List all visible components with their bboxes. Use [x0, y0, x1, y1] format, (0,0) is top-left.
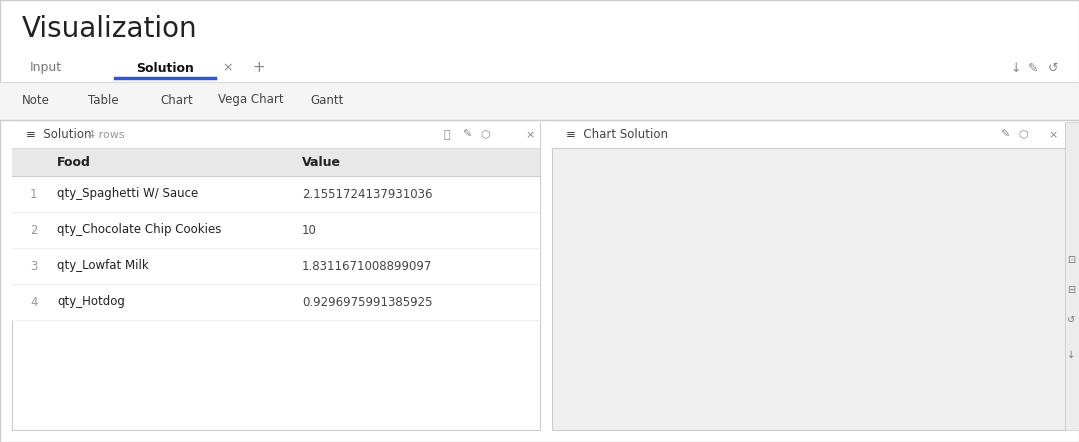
Text: ≡  Solution: ≡ Solution [26, 129, 92, 141]
Text: ×: × [222, 61, 232, 75]
Text: 2: 2 [30, 224, 38, 236]
Text: 10: 10 [302, 224, 317, 236]
Text: ⊟: ⊟ [1067, 285, 1075, 295]
Text: ⬡: ⬡ [1017, 130, 1028, 140]
Bar [12, 148, 540, 176]
Text: ×: × [1048, 130, 1057, 140]
Text: ↺: ↺ [1048, 61, 1058, 75]
Text: 3: 3 [30, 259, 38, 273]
Text: 1: 1 [30, 187, 38, 201]
Text: ✎: ✎ [1028, 61, 1038, 75]
Bar [12, 284, 540, 320]
Bar [12, 122, 540, 148]
Bar [12, 176, 540, 212]
Text: Chart: Chart [160, 94, 193, 107]
Bar [1065, 122, 1079, 430]
Text: Solution: Solution [136, 61, 194, 75]
Bar [552, 122, 1065, 148]
Text: Food: Food [57, 156, 91, 168]
Text: +: + [252, 61, 264, 76]
Text: qty_Spaghetti W/ Sauce: qty_Spaghetti W/ Sauce [57, 187, 199, 201]
Bar [552, 122, 1065, 430]
Text: Food: Food [541, 154, 569, 167]
Text: Value: Value [302, 156, 341, 168]
Bar [630, 282, 686, 311]
Bar [12, 122, 540, 430]
Text: Input: Input [30, 61, 63, 75]
Text: Table: Table [88, 94, 119, 107]
Bar [0, 82, 1079, 120]
Text: ↺: ↺ [1067, 315, 1075, 325]
Text: Visualization: Visualization [22, 15, 197, 43]
Text: ⬡: ⬡ [480, 130, 490, 140]
Text: qty_Chocolate Chip Cookies: qty_Chocolate Chip Cookies [57, 224, 221, 236]
X-axis label: Value: Value [774, 390, 806, 404]
Text: ↓: ↓ [1010, 61, 1021, 75]
Bar [630, 235, 658, 263]
Text: ≡  Chart Solution: ≡ Chart Solution [566, 129, 668, 141]
Bar [12, 212, 540, 248]
Text: Note: Note [22, 94, 50, 107]
Text: 0.9296975991385925: 0.9296975991385925 [302, 296, 433, 309]
Bar [12, 248, 540, 284]
Text: 4: 4 [30, 296, 38, 309]
Text: 2.1551724137931036: 2.1551724137931036 [302, 187, 433, 201]
Text: ✎: ✎ [1000, 130, 1009, 140]
Bar [630, 187, 934, 215]
Text: qty_Lowfat Milk: qty_Lowfat Milk [57, 259, 149, 273]
Text: Gantt: Gantt [310, 94, 343, 107]
Text: ⊡: ⊡ [1067, 255, 1075, 265]
Text: 1.8311671008899097: 1.8311671008899097 [302, 259, 433, 273]
Text: Vega Chart: Vega Chart [218, 94, 284, 107]
Text: ×: × [525, 130, 534, 140]
Text: 4 rows: 4 rows [88, 130, 125, 140]
Text: ✎: ✎ [462, 130, 472, 140]
Bar [630, 331, 696, 359]
Text: 🔍: 🔍 [443, 130, 451, 140]
Text: qty_Hotdog: qty_Hotdog [57, 296, 125, 309]
Text: ↓: ↓ [1067, 350, 1075, 360]
